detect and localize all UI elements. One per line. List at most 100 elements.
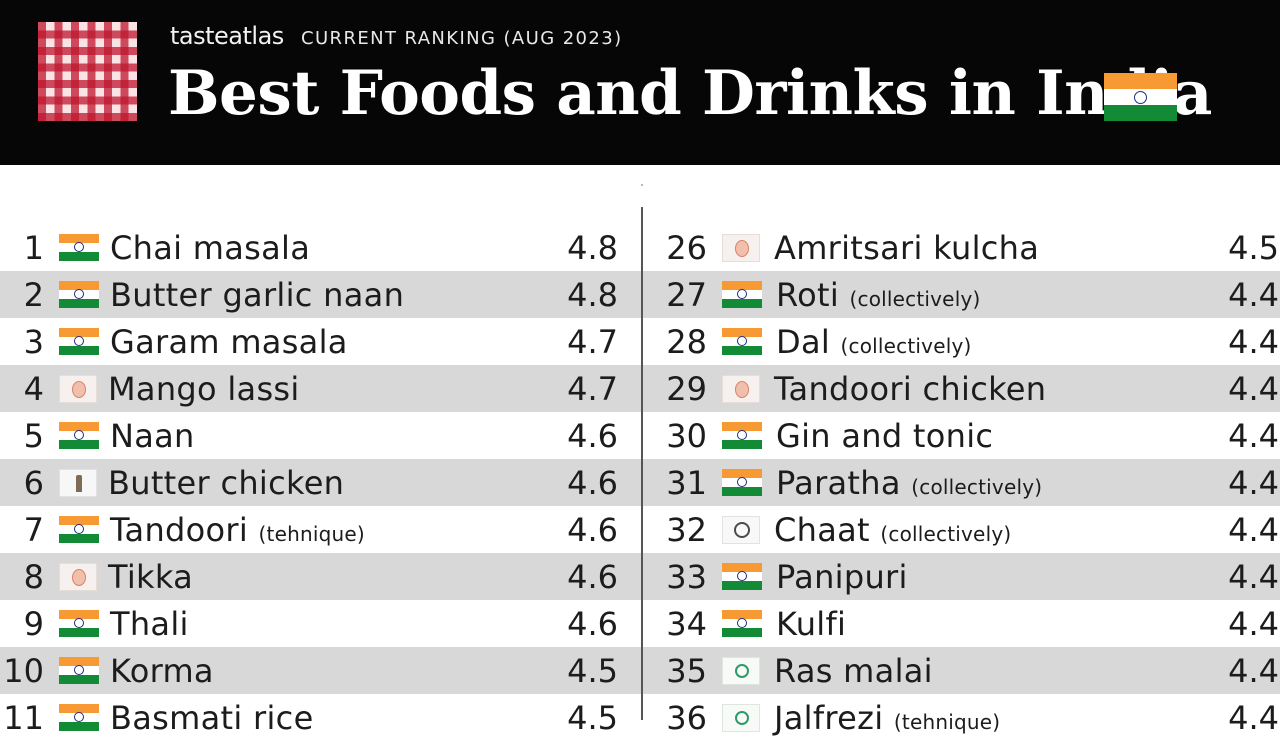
- rating-score: 4.5: [1228, 228, 1279, 267]
- food-name: Ras malai: [774, 651, 933, 690]
- ranking-row: 6 Butter chicken 4.6: [0, 459, 641, 506]
- rating-score: 4.4: [1228, 463, 1279, 502]
- ranking-row: 3 Garam masala 4.7: [0, 318, 641, 365]
- ranking-row: 28 Dal (collectively) 4.4: [643, 318, 1280, 365]
- food-name-cell: Jalfrezi (tehnique): [774, 699, 1189, 737]
- ranking-row: 26 Amritsari kulcha 4.5: [643, 224, 1280, 271]
- rating-score: 4.4: [1228, 416, 1279, 455]
- rank-number: 30: [666, 416, 707, 455]
- food-name: Tandoori chicken: [774, 369, 1047, 408]
- rank-number: 33: [666, 557, 707, 596]
- rating-score: 4.4: [1228, 322, 1279, 361]
- ranking-row: 10 Korma 4.5: [0, 647, 641, 694]
- food-name-cell: Tikka: [108, 558, 528, 596]
- rating-score: 4.4: [1228, 369, 1279, 408]
- rating-score: 4.4: [1228, 510, 1279, 549]
- state-seal-icon: [59, 562, 97, 591]
- food-name: Thali: [110, 604, 189, 643]
- page-title: Best Foods and Drinks in India: [168, 58, 1212, 129]
- food-name: Dal: [776, 322, 831, 361]
- food-name-cell: Gin and tonic: [776, 417, 1189, 455]
- food-name-cell: Paratha (collectively): [776, 464, 1189, 502]
- ranking-row: 33 Panipuri 4.4: [643, 553, 1280, 600]
- rank-number: 26: [666, 228, 707, 267]
- food-name-cell: Dal (collectively): [776, 323, 1189, 361]
- state-emblem-icon: [59, 468, 97, 497]
- india-flag-icon: [59, 515, 99, 544]
- wheel-emblem-icon: [722, 515, 760, 544]
- rank-number: 31: [666, 463, 707, 502]
- rating-score: 4.4: [1228, 651, 1279, 690]
- ranking-row: 34 Kulfi 4.4: [643, 600, 1280, 647]
- ranking-row: 36 Jalfrezi (tehnique) 4.4: [643, 694, 1280, 741]
- india-flag-icon: [722, 327, 762, 356]
- india-flag-icon: [59, 233, 99, 262]
- rank-number: 3: [23, 322, 44, 361]
- rating-score: 4.7: [567, 369, 618, 408]
- food-name: Tandoori: [110, 510, 249, 549]
- rank-number: 10: [3, 651, 44, 690]
- food-note: (tehnique): [893, 709, 1001, 734]
- rating-score: 4.6: [567, 604, 618, 643]
- brand-name: tasteatlas: [170, 22, 284, 50]
- rating-score: 4.7: [567, 322, 618, 361]
- food-name: Butter chicken: [108, 463, 345, 502]
- rating-score: 4.5: [567, 651, 618, 690]
- food-note: (collectively): [911, 474, 1043, 499]
- food-name: Basmati rice: [110, 698, 314, 737]
- food-name: Butter garlic naan: [110, 275, 405, 314]
- food-name: Roti: [776, 275, 840, 314]
- rank-number: 1: [23, 228, 44, 267]
- food-name-cell: Chaat (collectively): [774, 511, 1189, 549]
- food-name-cell: Tandoori chicken: [774, 370, 1189, 408]
- ranking-row: 1 Chai masala 4.8: [0, 224, 641, 271]
- food-note: (collectively): [880, 521, 1012, 546]
- rating-score: 4.4: [1228, 698, 1279, 737]
- india-flag-icon: [722, 562, 762, 591]
- food-note: (collectively): [840, 333, 972, 358]
- india-flag-icon: [59, 280, 99, 309]
- india-flag-icon: [722, 421, 762, 450]
- food-name-cell: Garam masala: [110, 323, 528, 361]
- food-name-cell: Mango lassi: [108, 370, 528, 408]
- ranking-row: 11 Basmati rice 4.5: [0, 694, 641, 741]
- food-name: Tikka: [108, 557, 194, 596]
- food-name-cell: Chai masala: [110, 229, 528, 267]
- india-flag-icon: [722, 609, 762, 638]
- rank-number: 27: [666, 275, 707, 314]
- food-name: Chaat: [774, 510, 870, 549]
- food-name-cell: Ras malai: [774, 652, 1189, 690]
- india-flag-icon: [59, 703, 99, 732]
- food-name-cell: Tandoori (tehnique): [110, 511, 528, 549]
- food-name: Amritsari kulcha: [774, 228, 1040, 267]
- india-flag-icon: [59, 421, 99, 450]
- rating-score: 4.4: [1228, 557, 1279, 596]
- food-name-cell: Roti (collectively): [776, 276, 1189, 314]
- food-name: Paratha: [776, 463, 901, 502]
- ranking-row: 29 Tandoori chicken 4.4: [643, 365, 1280, 412]
- rank-number: 29: [666, 369, 707, 408]
- rating-score: 4.5: [567, 698, 618, 737]
- rank-number: 5: [23, 416, 44, 455]
- ranking-row: 2 Butter garlic naan 4.8: [0, 271, 641, 318]
- ranking-row: 27 Roti (collectively) 4.4: [643, 271, 1280, 318]
- ranking-row: 35 Ras malai 4.4: [643, 647, 1280, 694]
- rating-score: 4.6: [567, 510, 618, 549]
- state-seal-icon: [722, 233, 760, 262]
- food-name-cell: Panipuri: [776, 558, 1189, 596]
- ranking-row: 9 Thali 4.6: [0, 600, 641, 647]
- food-name-cell: Thali: [110, 605, 528, 643]
- food-name-cell: Basmati rice: [110, 699, 528, 737]
- food-name-cell: Butter garlic naan: [110, 276, 528, 314]
- food-name-cell: Korma: [110, 652, 528, 690]
- green-seal-icon: [722, 703, 760, 732]
- rating-score: 4.6: [567, 463, 618, 502]
- header-banner: tasteatlas CURRENT RANKING (AUG 2023) Be…: [0, 0, 1280, 165]
- india-flag-icon: [59, 609, 99, 638]
- india-flag-icon: [1104, 73, 1177, 121]
- food-name: Kulfi: [776, 604, 847, 643]
- rating-score: 4.6: [567, 416, 618, 455]
- rank-number: 35: [666, 651, 707, 690]
- food-name: Chai masala: [110, 228, 311, 267]
- green-seal-icon: [722, 656, 760, 685]
